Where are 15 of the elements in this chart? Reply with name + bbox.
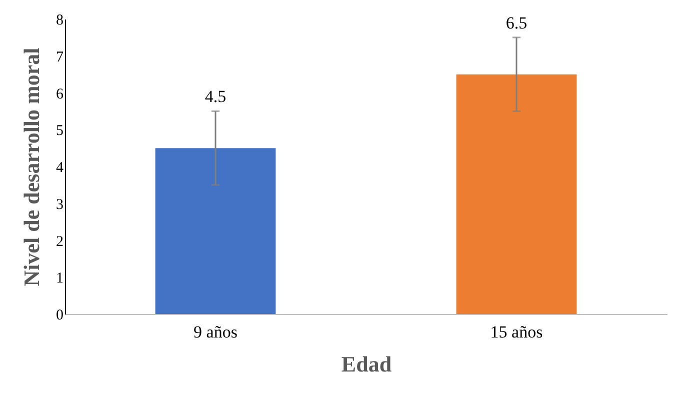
y-tick-label: 7 — [56, 49, 64, 66]
y-tick-label: 1 — [56, 270, 64, 287]
y-tick-label: 3 — [56, 196, 64, 213]
x-axis-title: Edad — [341, 352, 392, 376]
x-tick-label: 15 años — [490, 322, 543, 342]
y-tick-label: 5 — [56, 123, 64, 140]
y-axis-title: Nivel de desarrollo moral — [19, 48, 44, 286]
data-label: 6.5 — [506, 13, 528, 32]
y-tick-label: 6 — [56, 86, 64, 102]
y-tick-label: 0 — [56, 308, 64, 324]
data-label: 4.5 — [204, 87, 226, 106]
y-tick-label: 8 — [56, 12, 64, 28]
y-tick-label: 4 — [56, 160, 64, 176]
x-tick-label: 9 años — [194, 322, 238, 342]
y-tick-label: 2 — [56, 234, 64, 250]
